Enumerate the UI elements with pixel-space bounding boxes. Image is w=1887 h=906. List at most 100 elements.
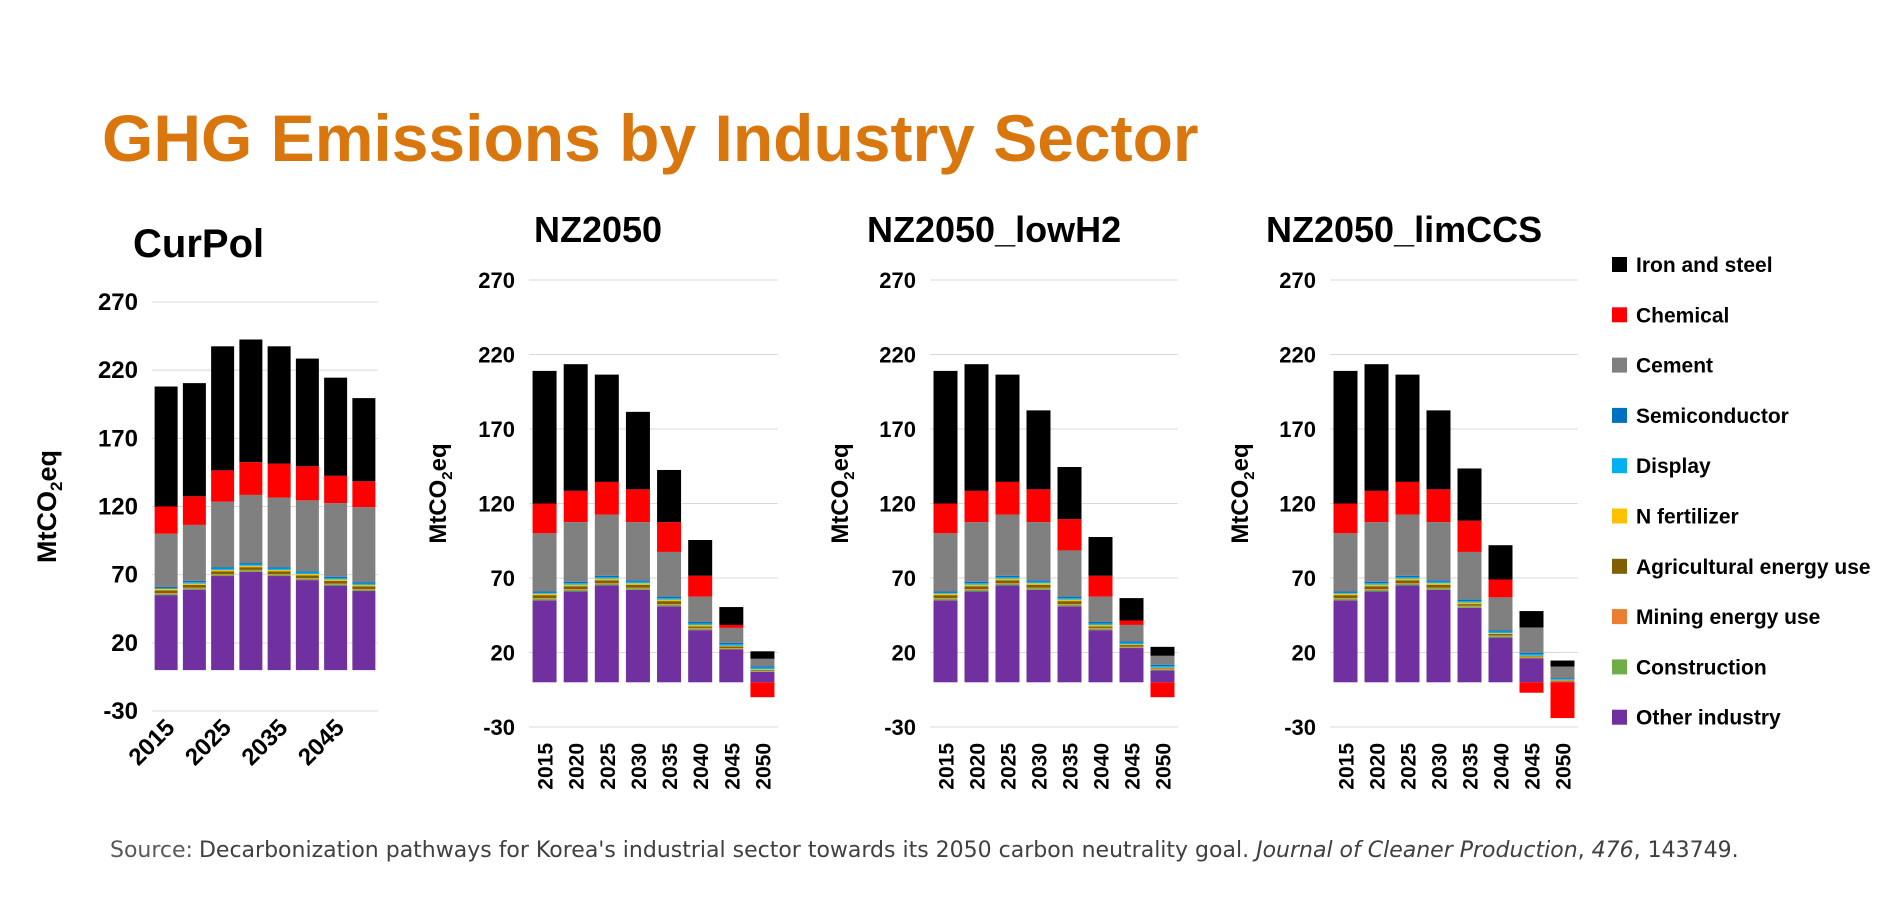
bar-segment-n-fertilizer-2045 (324, 579, 348, 581)
bar-segment-agricultural-energy-use-2050 (750, 669, 775, 671)
bar-segment-semiconductor-2040 (688, 621, 713, 624)
bar-segment-cement-2040 (688, 596, 713, 622)
bar-segment-agricultural-energy-use-2025 (1395, 580, 1420, 584)
bar-segment-iron-and-steel-2045 (719, 607, 744, 625)
bar-segment-chemical-2020 (1364, 490, 1389, 523)
bar-segment-construction-2025 (1395, 583, 1420, 586)
legend-label-agricultural-energy-use: Agricultural energy use (1636, 556, 1871, 579)
bar-segment-agricultural-energy-use-2020 (182, 584, 206, 588)
bar-segment-other-industry-2025 (594, 585, 619, 683)
bar-segment-cement-2015 (933, 533, 958, 592)
bar-segment-other-industry-2015 (1333, 600, 1358, 683)
bar-segment-mining-energy-use-2015 (1333, 598, 1358, 599)
bar-segment-agricultural-energy-use-2020 (964, 586, 989, 590)
bar-segment-display-2035 (1457, 601, 1482, 603)
bar-segment-chemical-2030 (239, 462, 263, 495)
bar-segment-semiconductor-2035 (657, 596, 682, 599)
bar-segment-semiconductor-2015 (532, 591, 557, 593)
bar-segment-other-industry-2050 (1550, 681, 1575, 683)
legend-swatch-n-fertilizer (1612, 508, 1627, 524)
bar-segment-mining-energy-use-2050 (750, 670, 775, 672)
x-tick-label: 2045 (1522, 743, 1545, 790)
bar-segment-construction-2025 (594, 583, 619, 586)
bar-segment-cement-2035 (1457, 551, 1482, 600)
y-tick-label: 220 (879, 343, 916, 368)
legend-label-mining-energy-use: Mining energy use (1636, 606, 1820, 629)
bar-segment-semiconductor-2040 (1488, 630, 1513, 632)
bar-segment-construction-2045 (1519, 657, 1544, 659)
bar-segment-iron-and-steel-2020 (182, 383, 206, 497)
bar-segment-display-2050 (352, 583, 376, 585)
y-tick-label: 120 (478, 492, 515, 517)
y-tick-label: 20 (892, 641, 916, 666)
y-tick-label: 70 (892, 566, 916, 591)
bar-segment-semiconductor-2045 (1119, 641, 1144, 643)
bar-segment-mining-energy-use-2025 (1395, 583, 1420, 584)
bar-segment-n-fertilizer-2015 (532, 593, 557, 596)
bar-segment-display-2040 (688, 623, 713, 625)
x-tick-label: 2040 (1091, 743, 1114, 790)
x-tick-label: 2025 (998, 743, 1021, 790)
y-tick-label: 20 (491, 641, 515, 666)
bar-segment-construction-2015 (532, 598, 557, 601)
bar-segment-agricultural-energy-use-2025 (995, 580, 1020, 584)
bar-segment-mining-energy-use-2050 (352, 588, 376, 590)
bar-segment-n-fertilizer-2045 (1119, 644, 1144, 646)
legend-swatch-construction (1612, 659, 1627, 675)
bar-segment-mining-energy-use-2035 (1057, 604, 1082, 605)
bar-segment-construction-2020 (964, 589, 989, 592)
bar-segment-cement-2015 (532, 533, 557, 592)
bar-segment-iron-and-steel-2035 (657, 469, 682, 523)
bar-segment-n-fertilizer-2030 (1026, 583, 1051, 585)
bar-segment-construction-2020 (182, 588, 206, 590)
bar-segment-iron-and-steel-2025 (1395, 374, 1420, 482)
bar-segment-iron-and-steel-2035 (267, 346, 291, 464)
bar-segment-display-2050 (750, 667, 775, 670)
bar-segment-n-fertilizer-2035 (267, 569, 291, 572)
bar-segment-chemical-2025 (1395, 481, 1420, 515)
bar-segment-n-fertilizer-2040 (688, 624, 713, 627)
bar-segment-iron-and-steel-2040 (688, 540, 713, 576)
bar-segment-semiconductor-2025 (995, 575, 1020, 578)
bar-segment-n-fertilizer-2040 (1488, 633, 1513, 634)
bar-segment-other-industry-2015 (532, 600, 557, 683)
bar-segment-construction-2050 (1550, 681, 1575, 682)
bar-segment-mining-energy-use-2040 (688, 627, 713, 629)
bar-segment-iron-and-steel-2015 (1333, 370, 1358, 504)
bar-segment-other-industry-2020 (1364, 591, 1389, 683)
bar-segment-iron-and-steel-2030 (239, 339, 263, 463)
bar-segment-other-industry-2035 (657, 606, 682, 683)
bar-segment-agricultural-energy-use-2045 (1119, 645, 1144, 647)
bar-segment-other-industry-2045 (1119, 648, 1144, 683)
bar-segment-semiconductor-2025 (211, 567, 235, 569)
bar-segment-other-industry-2040 (295, 580, 319, 671)
bar-segment-cement-2025 (211, 501, 235, 568)
bar-segment-other-industry-2045 (719, 649, 744, 683)
x-tick-label: 2030 (1029, 743, 1052, 790)
bar-segment-semiconductor-2040 (1088, 621, 1113, 624)
x-tick-label: 2025 (1398, 743, 1421, 790)
bar-segment-chemical-2020 (964, 490, 989, 523)
bar-segment-cement-2035 (657, 551, 682, 597)
bar-segment-n-fertilizer-2030 (239, 565, 263, 568)
bar-segment-n-fertilizer-2015 (933, 593, 958, 596)
bar-segment-other-industry-2030 (625, 589, 650, 683)
bar-segment-agricultural-energy-use-2030 (625, 584, 650, 588)
bar-segment-cement-2050 (1150, 655, 1175, 665)
bar-segment-agricultural-energy-use-2050 (352, 586, 376, 589)
y-tick-label: 120 (1279, 492, 1316, 517)
bar-segment-construction-2040 (688, 628, 713, 631)
legend-swatch-iron-and-steel (1612, 257, 1627, 272)
bar-segment-mining-energy-use-2040 (1488, 635, 1513, 637)
bar-segment-cement-2035 (267, 497, 291, 568)
bar-segment-n-fertilizer-2015 (154, 588, 178, 591)
bar-segment-chemical-2025 (995, 481, 1020, 515)
legend-swatch-chemical (1612, 307, 1627, 323)
x-tick-label: 2040 (1491, 743, 1514, 790)
bar-segment-iron-and-steel-2025 (995, 374, 1020, 482)
bar-segment-cement-2020 (964, 522, 989, 582)
bar-segment-display-2040 (1088, 623, 1113, 625)
bar-segment-iron-and-steel-2045 (324, 377, 348, 476)
bar-segment-semiconductor-2040 (295, 571, 319, 573)
bar-segment-construction-2030 (625, 588, 650, 590)
